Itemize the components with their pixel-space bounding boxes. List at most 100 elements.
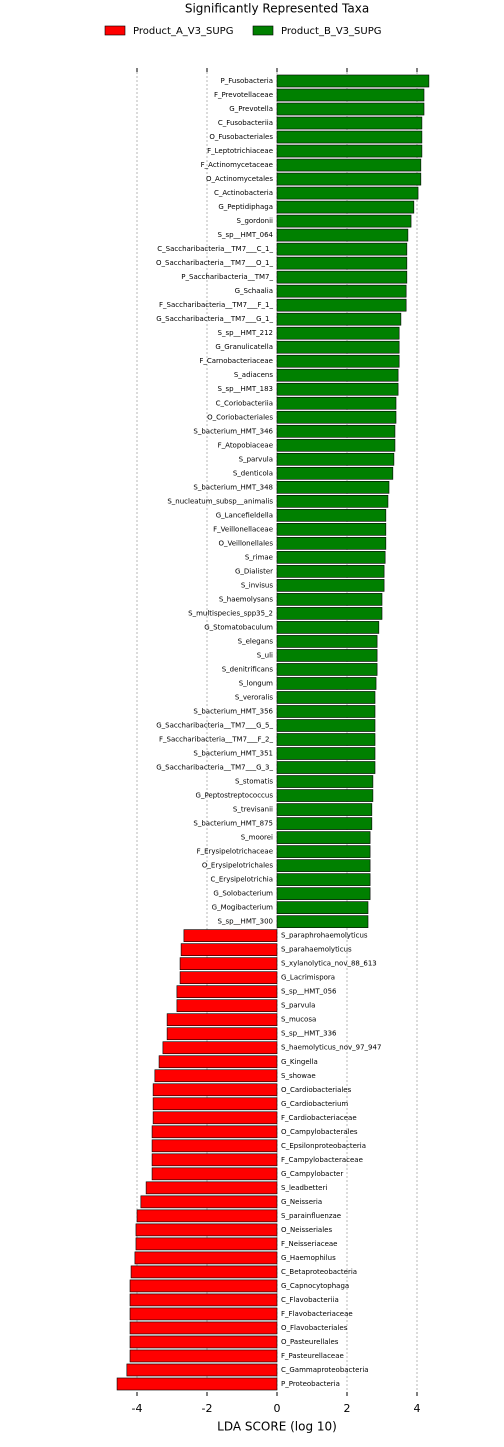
bar [276, 242, 408, 256]
bar [135, 1237, 278, 1251]
bar [183, 929, 278, 942]
x-tick-label: -2 [202, 1402, 213, 1415]
x-tick-label: -4 [132, 1402, 143, 1415]
bar [129, 1335, 278, 1349]
bar [276, 228, 409, 242]
bar [276, 158, 422, 172]
bar [276, 887, 371, 900]
category-label: S_parvula [281, 1002, 315, 1010]
category-label: O_Flavobacteriales [281, 1324, 348, 1332]
category-label: S_sp__HMT_064 [218, 231, 274, 239]
bar [276, 214, 412, 228]
category-label: S_uli [257, 651, 273, 659]
bar [276, 396, 397, 410]
bar [136, 1209, 278, 1223]
bar [276, 719, 376, 732]
bar [276, 438, 396, 452]
bar [276, 102, 425, 116]
category-label: S_sp__HMT_300 [218, 918, 273, 926]
category-label: O_Campylobacterales [281, 1128, 358, 1136]
bar [276, 466, 394, 480]
bar [116, 1377, 278, 1391]
category-label: S_veroralis [235, 693, 273, 701]
bar [276, 607, 383, 620]
bar [276, 789, 374, 802]
category-label: O_Veillonellales [219, 539, 274, 547]
category-label: C_Coriobacteriia [216, 399, 273, 407]
category-label: F_Carnobacteriaceae [199, 357, 273, 365]
bar [130, 1265, 278, 1279]
bar [152, 1111, 278, 1125]
bar [276, 803, 373, 816]
category-label: S_sp__HMT_056 [281, 988, 337, 996]
bar [276, 298, 407, 312]
category-label: S_bacterium_HMT_875 [193, 820, 273, 828]
category-label: G_Saccharibacteria__TM7___G_5_ [156, 721, 273, 729]
category-label: C_Gammaproteobacteria [281, 1366, 369, 1374]
bar [276, 144, 423, 158]
bar [276, 663, 378, 676]
category-label: C_Flavobacteriia [281, 1296, 339, 1304]
category-label: G_Capnocytophaga [281, 1282, 349, 1290]
bar [276, 116, 423, 130]
bar [140, 1195, 278, 1209]
bar [154, 1069, 278, 1083]
x-axis-label: LDA SCORE (log 10) [217, 1420, 337, 1434]
category-label: O_Actinomycetales [206, 175, 273, 183]
bar [276, 410, 397, 424]
bar [276, 845, 371, 858]
category-label: G_Mogibacterium [212, 904, 274, 912]
category-label: G_Haemophilus [281, 1254, 336, 1262]
bar [151, 1125, 278, 1139]
bar [166, 1027, 278, 1041]
bar [129, 1321, 278, 1335]
category-label: C_Fusobacteriia [218, 119, 273, 127]
bar [276, 565, 385, 578]
category-label: F_Saccharibacteria__TM7___F_1_ [159, 301, 273, 309]
bar [276, 186, 419, 200]
category-label: G_Solobacterium [213, 890, 273, 898]
category-label: C_Actinobacteria [214, 189, 273, 197]
category-label: O_Erysipelotrichales [202, 862, 273, 870]
category-label: S_gordonii [237, 217, 274, 225]
bar [276, 873, 371, 886]
bar [134, 1251, 278, 1265]
bar [276, 621, 380, 634]
bar [276, 537, 387, 550]
bar [276, 859, 371, 872]
category-label: S_bacterium_HMT_348 [193, 483, 273, 491]
bar [276, 901, 369, 914]
bar [151, 1167, 278, 1181]
legend-label: Product_A_V3_SUPG [133, 26, 233, 37]
category-label: S_invisus [241, 581, 273, 589]
bar [276, 452, 395, 466]
bar [129, 1349, 278, 1363]
bar [276, 326, 400, 340]
bar [126, 1363, 278, 1377]
category-label: S_stomatis [235, 778, 273, 786]
category-label: C_Betaproteobacteria [281, 1268, 357, 1276]
bar [276, 130, 423, 144]
bar [162, 1041, 278, 1055]
category-label: S_haemolyticus_nov_97_947 [281, 1044, 381, 1052]
category-label: F_Flavobacteriaceae [281, 1310, 353, 1318]
category-label: G_Dialister [235, 567, 273, 575]
bar [276, 677, 377, 690]
category-label: C_Epsilonproteobacteria [281, 1142, 366, 1150]
bar [176, 985, 278, 999]
category-label: G_Neisseria [281, 1198, 322, 1206]
bar [276, 831, 371, 844]
category-label: S_parvula [239, 455, 273, 463]
category-label: F_Leptotrichiaceae [207, 147, 273, 155]
bar [276, 494, 389, 508]
bar [276, 509, 387, 522]
bar [276, 284, 407, 298]
bar [276, 817, 373, 830]
category-label: F_Pasteurellaceae [281, 1352, 344, 1360]
category-label: S_mucosa [281, 1016, 316, 1024]
bar [276, 480, 390, 494]
category-label: S_sp__HMT_336 [281, 1030, 337, 1038]
category-label: S_paraphrohaemolyticus [281, 932, 368, 940]
legend-swatch [104, 25, 126, 36]
